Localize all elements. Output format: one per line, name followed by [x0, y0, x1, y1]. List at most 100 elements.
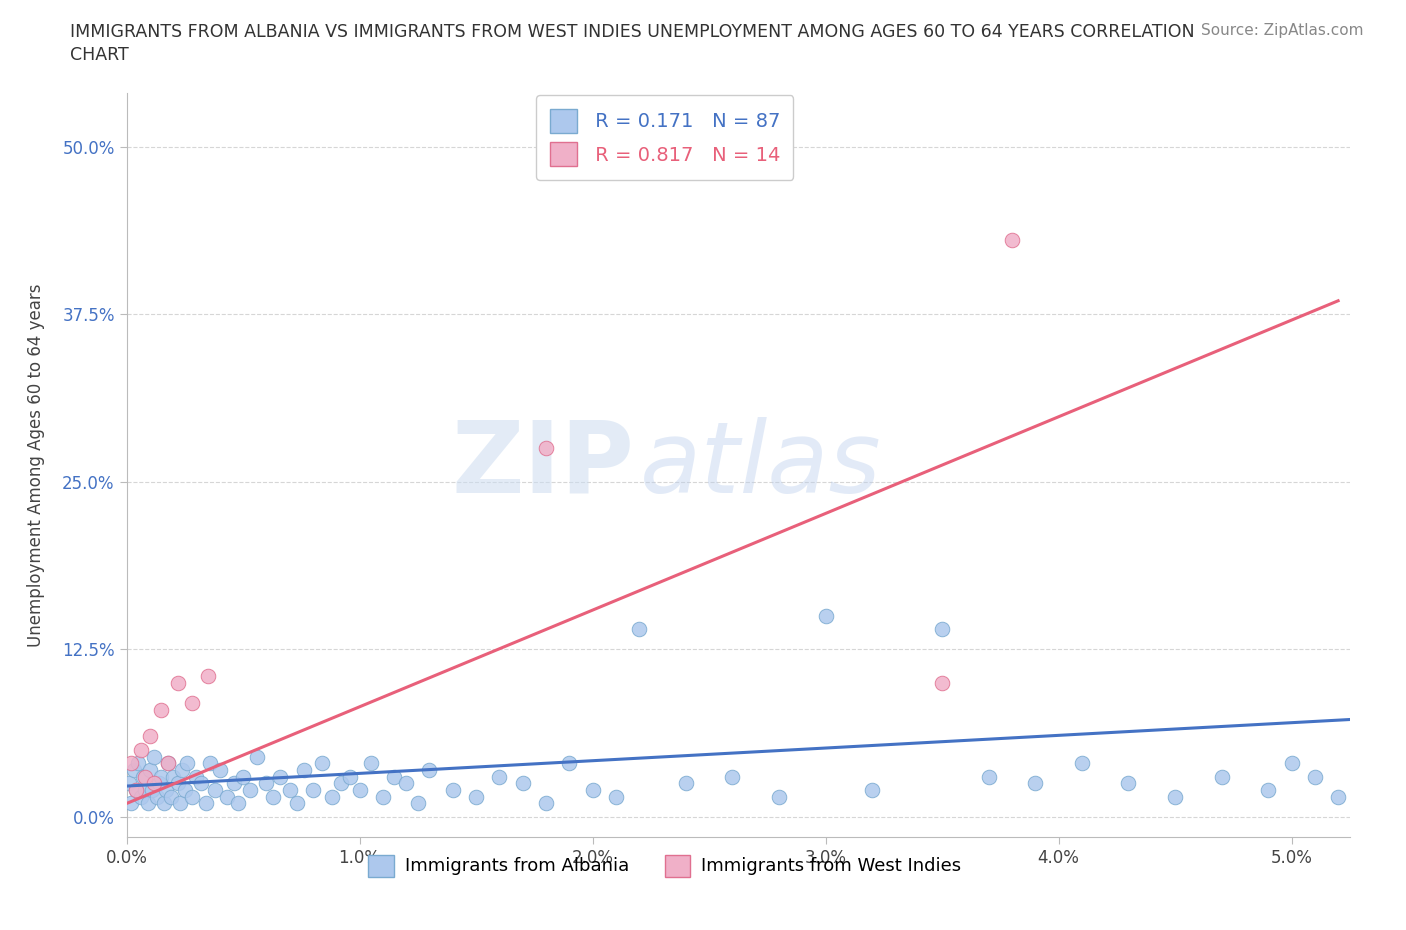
Point	[1001, 233, 1024, 248]
Point	[186, 769, 208, 784]
Point	[180, 790, 202, 804]
Point	[197, 669, 219, 684]
Point	[155, 783, 177, 798]
Point	[1070, 756, 1092, 771]
Point	[172, 763, 194, 777]
Point	[162, 769, 184, 784]
Legend: Immigrants from Albania, Immigrants from West Indies: Immigrants from Albania, Immigrants from…	[361, 847, 969, 884]
Point	[262, 790, 284, 804]
Point	[406, 796, 429, 811]
Point	[1211, 769, 1233, 784]
Point	[1164, 790, 1187, 804]
Point	[166, 675, 188, 690]
Text: CHART: CHART	[70, 46, 129, 64]
Point	[931, 675, 953, 690]
Point	[232, 769, 254, 784]
Point	[148, 776, 170, 790]
Point	[139, 729, 162, 744]
Point	[534, 441, 557, 456]
Point	[1327, 790, 1350, 804]
Point	[1118, 776, 1140, 790]
Point	[136, 796, 159, 811]
Point	[125, 783, 148, 798]
Point	[120, 756, 142, 771]
Point	[441, 783, 464, 798]
Point	[215, 790, 238, 804]
Point	[371, 790, 394, 804]
Point	[228, 796, 250, 811]
Point	[418, 763, 440, 777]
Point	[141, 783, 163, 798]
Point	[190, 776, 212, 790]
Point	[246, 750, 269, 764]
Point	[605, 790, 627, 804]
Text: Source: ZipAtlas.com: Source: ZipAtlas.com	[1201, 23, 1364, 38]
Point	[360, 756, 382, 771]
Point	[132, 769, 155, 784]
Point	[134, 783, 156, 798]
Point	[127, 756, 149, 771]
Text: ZIP: ZIP	[451, 417, 634, 513]
Point	[125, 783, 148, 798]
Point	[488, 769, 510, 784]
Point	[339, 769, 361, 784]
Point	[558, 756, 581, 771]
Point	[118, 776, 141, 790]
Point	[1374, 796, 1396, 811]
Point	[814, 608, 837, 623]
Point	[321, 790, 343, 804]
Point	[208, 763, 231, 777]
Point	[1350, 776, 1372, 790]
Point	[860, 783, 883, 798]
Point	[157, 756, 180, 771]
Point	[129, 742, 152, 757]
Point	[1257, 783, 1279, 798]
Point	[150, 702, 173, 717]
Point	[465, 790, 488, 804]
Point	[675, 776, 697, 790]
Point	[166, 776, 188, 790]
Point	[534, 796, 557, 811]
Point	[1396, 783, 1406, 798]
Point	[977, 769, 1000, 784]
Point	[143, 776, 166, 790]
Point	[180, 696, 202, 711]
Point	[254, 776, 277, 790]
Point	[581, 783, 603, 798]
Y-axis label: Unemployment Among Ages 60 to 64 years: Unemployment Among Ages 60 to 64 years	[28, 284, 45, 646]
Point	[349, 783, 371, 798]
Point	[176, 756, 198, 771]
Point	[204, 783, 226, 798]
Point	[1303, 769, 1326, 784]
Point	[721, 769, 744, 784]
Point	[311, 756, 333, 771]
Point	[239, 783, 262, 798]
Point	[146, 790, 169, 804]
Point	[269, 769, 291, 784]
Point	[628, 622, 651, 637]
Point	[157, 756, 180, 771]
Point	[768, 790, 790, 804]
Point	[1281, 756, 1303, 771]
Point	[159, 790, 181, 804]
Point	[139, 763, 162, 777]
Point	[200, 756, 222, 771]
Point	[302, 783, 325, 798]
Point	[153, 796, 176, 811]
Text: atlas: atlas	[640, 417, 882, 513]
Point	[1024, 776, 1046, 790]
Text: IMMIGRANTS FROM ALBANIA VS IMMIGRANTS FROM WEST INDIES UNEMPLOYMENT AMONG AGES 6: IMMIGRANTS FROM ALBANIA VS IMMIGRANTS FR…	[70, 23, 1195, 41]
Point	[134, 769, 156, 784]
Point	[292, 763, 315, 777]
Point	[285, 796, 308, 811]
Point	[169, 796, 191, 811]
Point	[150, 769, 173, 784]
Point	[395, 776, 418, 790]
Point	[122, 763, 145, 777]
Point	[384, 769, 406, 784]
Point	[278, 783, 301, 798]
Point	[129, 790, 152, 804]
Point	[120, 796, 142, 811]
Point	[931, 622, 953, 637]
Point	[173, 783, 195, 798]
